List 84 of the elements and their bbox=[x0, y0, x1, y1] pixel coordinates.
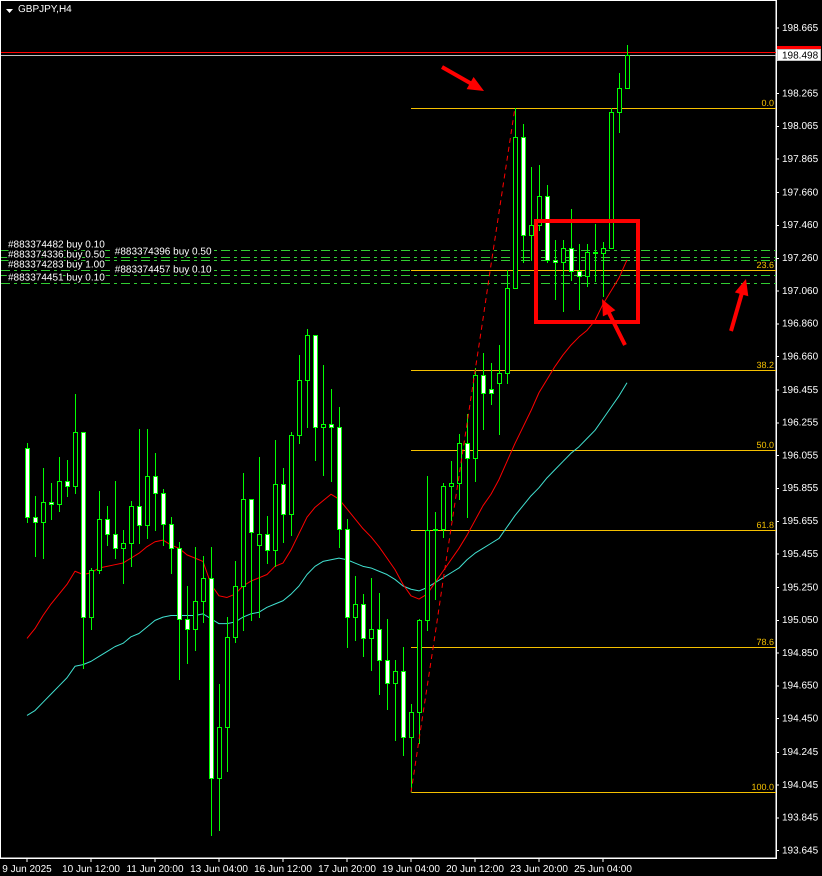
ref-line-label: 198.498 bbox=[782, 50, 819, 62]
y-tick-label: 197.660 bbox=[782, 187, 819, 198]
ref-line-label: #883374336 buy 0.50 bbox=[8, 249, 106, 260]
candlestick bbox=[49, 482, 54, 520]
ref-line-label: #883374482 buy 0.10 bbox=[8, 239, 106, 250]
candlestick bbox=[553, 240, 558, 300]
candlestick bbox=[601, 242, 606, 298]
candlestick bbox=[593, 224, 598, 282]
x-tick-label: 13 Jun 04:00 bbox=[190, 864, 248, 875]
candlestick bbox=[561, 240, 566, 312]
candlestick bbox=[497, 344, 502, 436]
y-tick-label: 195.455 bbox=[782, 548, 819, 560]
y-tick-label: 194.045 bbox=[782, 780, 819, 791]
candlestick bbox=[153, 452, 158, 532]
candlestick bbox=[585, 244, 590, 288]
y-tick-label: 197.260 bbox=[782, 253, 819, 264]
y-tick-label: 193.845 bbox=[782, 812, 819, 824]
annotation: 38.2 bbox=[756, 360, 774, 370]
candlestick bbox=[33, 496, 38, 558]
candlestick bbox=[57, 456, 62, 512]
chart-title: GBPJPY,H4 bbox=[18, 4, 72, 16]
y-tick-label: 196.255 bbox=[782, 418, 819, 429]
y-tick-label: 197.865 bbox=[782, 154, 819, 165]
candlestick bbox=[577, 244, 582, 310]
candlestick bbox=[385, 618, 390, 710]
y-tick-label: 194.450 bbox=[782, 713, 819, 724]
candlestick bbox=[369, 578, 374, 672]
y-tick-label: 194.245 bbox=[782, 747, 819, 758]
candlestick bbox=[105, 506, 110, 546]
annotation: 100.0 bbox=[751, 782, 774, 792]
candlestick bbox=[465, 414, 470, 518]
candlestick bbox=[41, 468, 46, 560]
annotation: 78.6 bbox=[756, 636, 774, 647]
candlestick bbox=[65, 460, 70, 498]
y-tick-label: 194.850 bbox=[782, 648, 819, 659]
candlestick bbox=[329, 388, 334, 482]
annotation: 61.8 bbox=[756, 520, 774, 530]
x-tick-label: 10 Jun 12:00 bbox=[62, 864, 120, 875]
ref-line-label: #883374283 buy 1.00 bbox=[8, 259, 106, 270]
candlestick bbox=[137, 428, 142, 544]
candlestick bbox=[257, 456, 262, 618]
candlestick bbox=[481, 352, 486, 430]
candlestick bbox=[353, 576, 358, 642]
candlestick bbox=[569, 208, 574, 282]
x-tick-label: 11 Jun 20:00 bbox=[126, 864, 184, 875]
ref-line-label: #883374451 buy 0.10 bbox=[8, 272, 106, 284]
candlestick bbox=[433, 512, 438, 600]
annotation: 0.0 bbox=[761, 98, 774, 108]
x-tick-label: 9 Jun 2025 bbox=[2, 864, 52, 875]
y-tick-label: 196.860 bbox=[782, 318, 819, 330]
x-tick-label: 23 Jun 20:00 bbox=[510, 864, 568, 875]
y-tick-label: 195.655 bbox=[782, 516, 819, 528]
y-tick-label: 198.065 bbox=[782, 121, 819, 132]
candlestick bbox=[113, 480, 118, 560]
annotation: 50.0 bbox=[756, 440, 774, 450]
x-tick-label: 25 Jun 04:00 bbox=[574, 864, 632, 875]
candlestick bbox=[265, 516, 270, 564]
y-tick-label: 198.665 bbox=[782, 22, 819, 34]
candlestick bbox=[393, 660, 398, 742]
x-tick-label: 17 Jun 20:00 bbox=[318, 864, 376, 875]
candlestick bbox=[529, 166, 534, 262]
x-tick-label: 20 Jun 12:00 bbox=[446, 864, 504, 875]
y-tick-label: 197.060 bbox=[782, 286, 819, 297]
x-tick-label: 19 Jun 04:00 bbox=[382, 864, 440, 875]
x-tick-label: 16 Jun 12:00 bbox=[254, 864, 312, 875]
candlestick bbox=[449, 460, 454, 522]
y-tick-label: 193.645 bbox=[782, 845, 819, 856]
y-tick-label: 195.050 bbox=[782, 615, 819, 626]
candlestick bbox=[617, 72, 622, 134]
y-tick-label: 196.055 bbox=[782, 450, 819, 462]
y-tick-label: 195.855 bbox=[782, 483, 819, 494]
y-tick-label: 198.265 bbox=[782, 88, 819, 100]
candlestick bbox=[321, 364, 326, 476]
candlestick bbox=[185, 586, 190, 664]
candlestick bbox=[201, 556, 206, 624]
candlestick bbox=[169, 516, 174, 574]
y-tick-label: 196.660 bbox=[782, 351, 819, 362]
candlestick bbox=[489, 362, 494, 406]
annotation: 23.6 bbox=[756, 260, 774, 270]
y-tick-label: 197.460 bbox=[782, 220, 819, 232]
y-tick-label: 194.650 bbox=[782, 680, 819, 692]
y-tick-label: 195.250 bbox=[782, 582, 819, 594]
y-tick-label: 196.455 bbox=[782, 384, 819, 396]
candlestick bbox=[121, 530, 126, 584]
